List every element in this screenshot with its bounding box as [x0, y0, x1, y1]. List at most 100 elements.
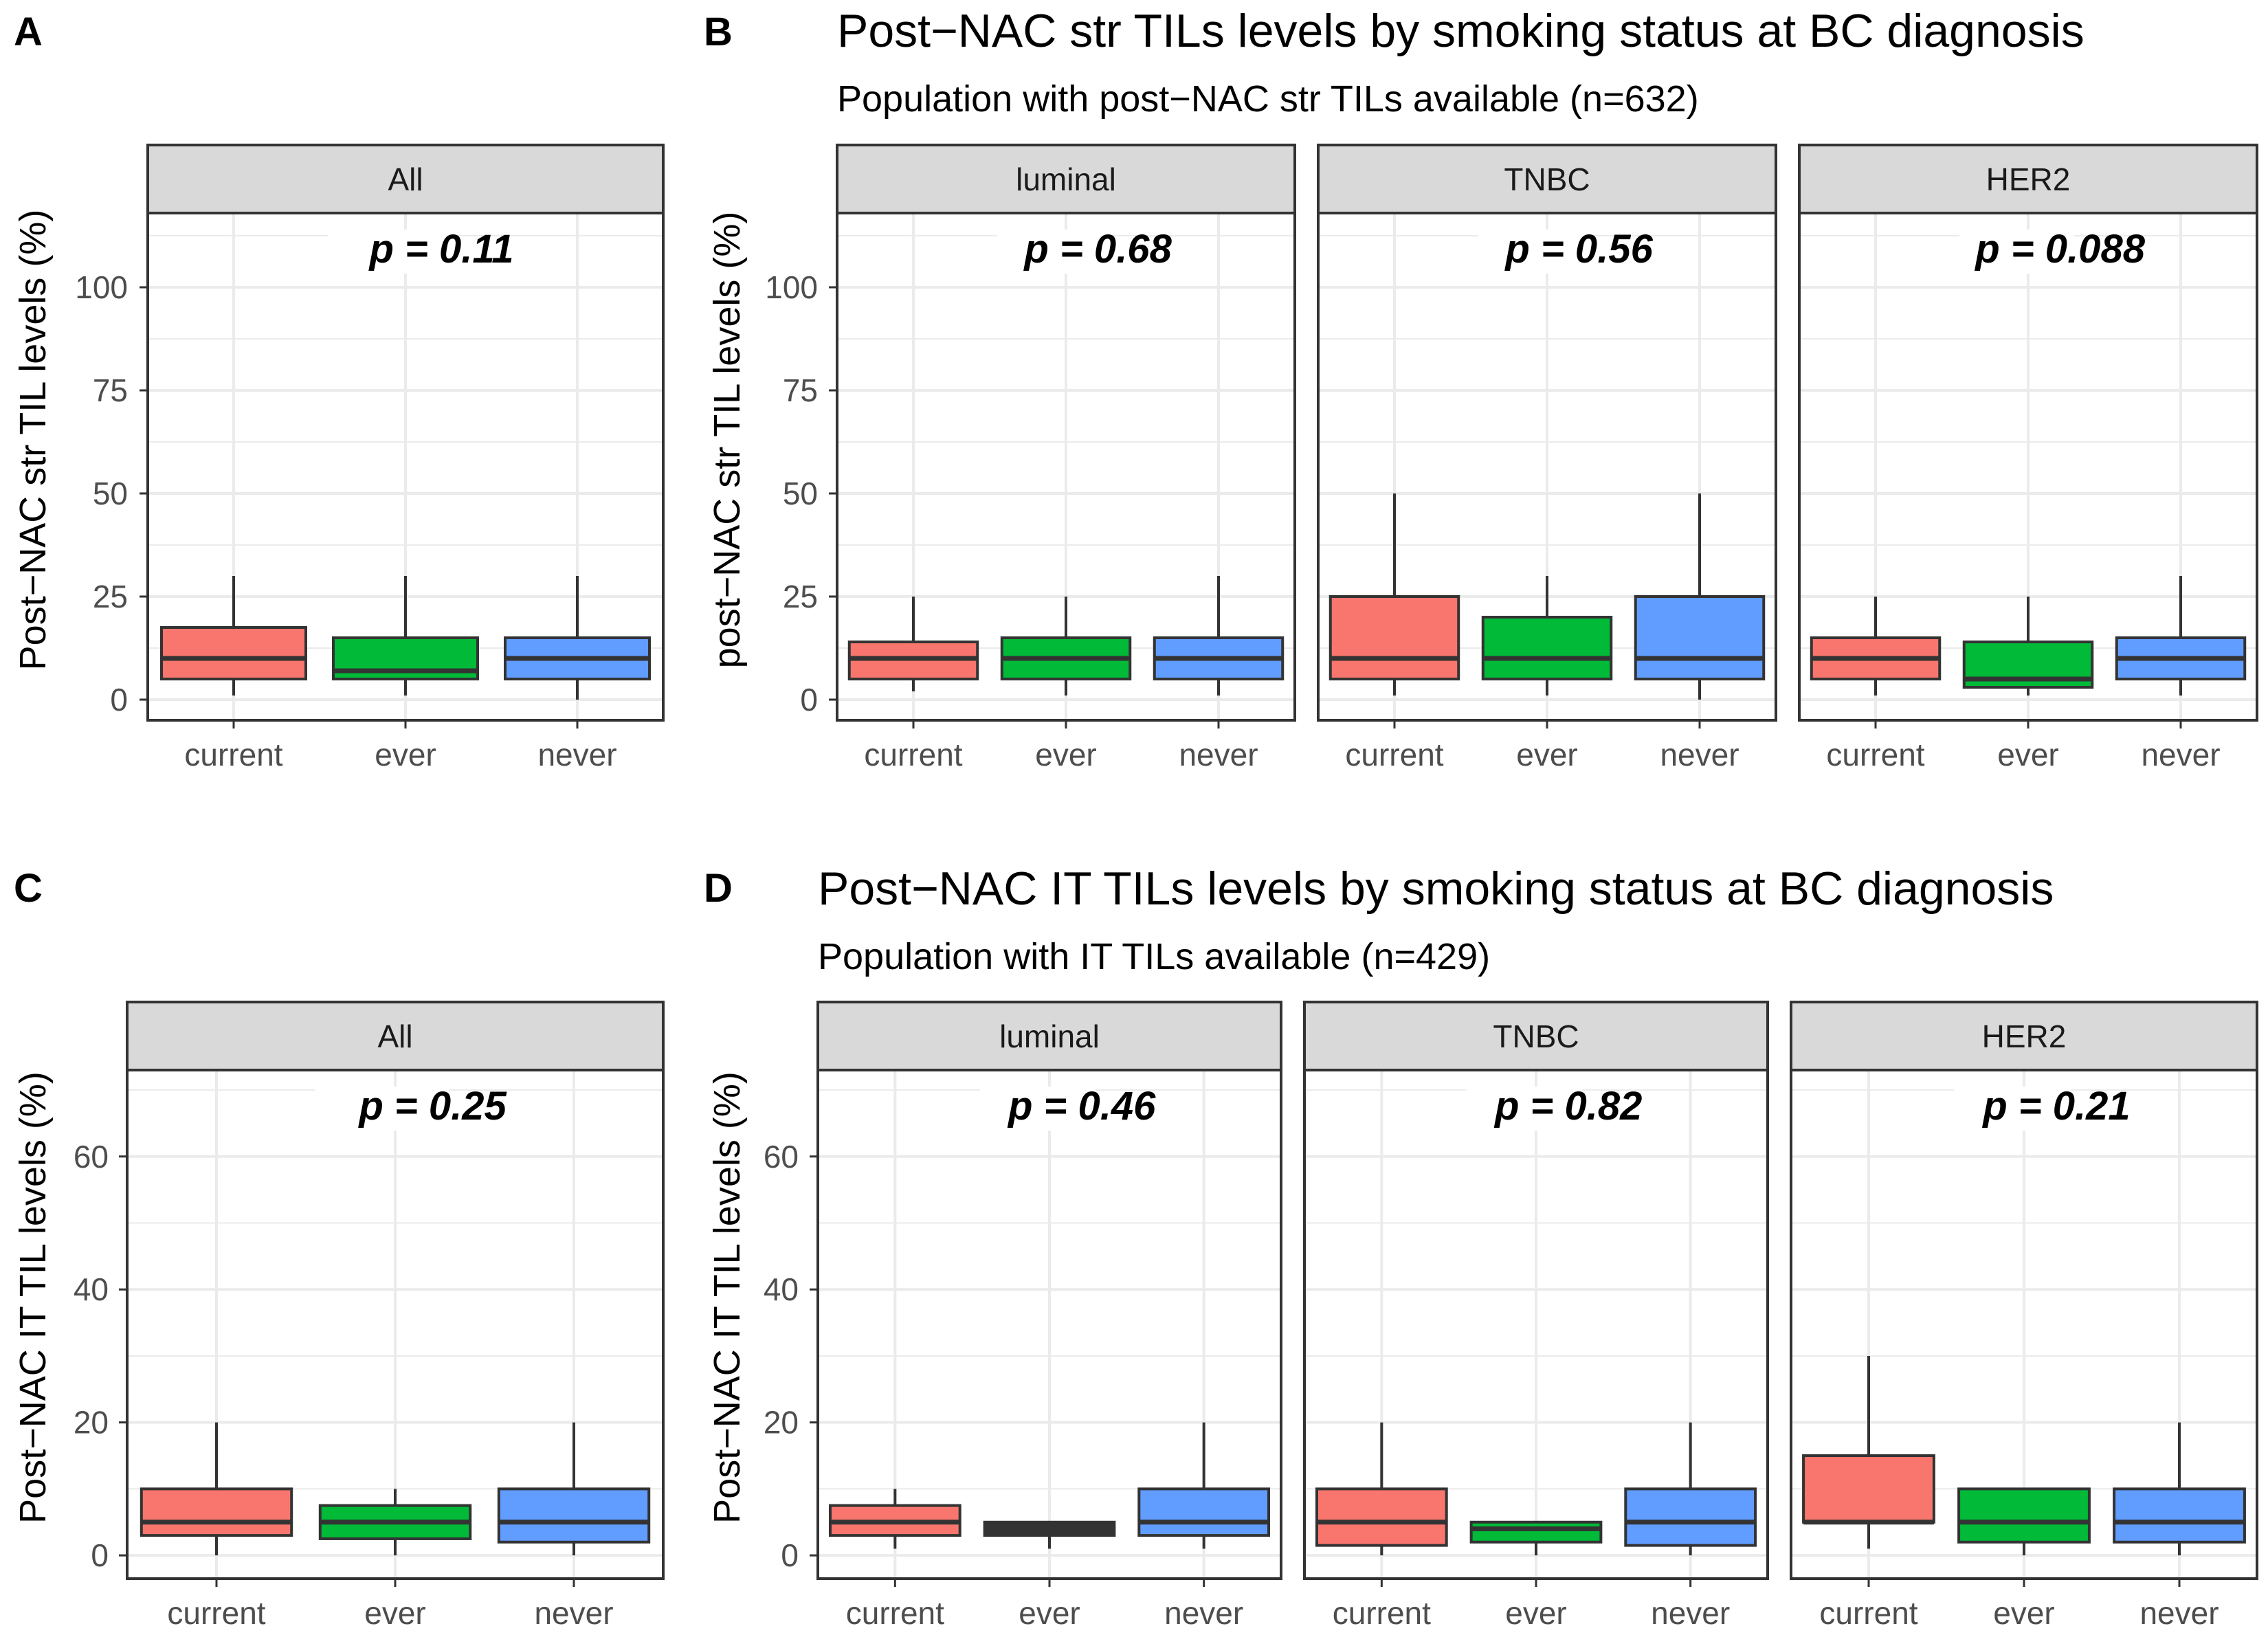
- p-value-label: p = 0.46: [1007, 1084, 1156, 1128]
- facet-all: All p = 0.11 current ever never: [146, 144, 665, 772]
- facet-strip-label: luminal: [1016, 162, 1116, 197]
- y-tick-label: 60: [74, 1139, 109, 1175]
- p-value-label: p = 0.088: [1974, 227, 2145, 271]
- panel-a-chart: Post−NAC str TIL levels (%) 0 25 50 75 100 All…: [12, 144, 665, 772]
- x-tick-label: never: [1179, 737, 1258, 772]
- p-value-backdrop: [1478, 230, 1593, 274]
- facet-strip-label: TNBC: [1504, 162, 1590, 197]
- y-tick-label: 100: [75, 269, 128, 305]
- facet-strip-label: All: [388, 162, 423, 197]
- p-value-backdrop: [1954, 1087, 2071, 1131]
- facet-her2: HER2 p = 0.21 current ever never: [1790, 1001, 2258, 1631]
- top-title: Post−NAC str TILs levels by smoking stat…: [837, 5, 2084, 57]
- facet-her2: HER2 p = 0.088 current ever never: [1798, 144, 2258, 772]
- y-tick-label: 25: [93, 579, 128, 614]
- x-tick-label: ever: [1505, 1595, 1566, 1631]
- p-value-label: p = 0.56: [1504, 227, 1653, 271]
- box-ever: [1957, 1487, 2091, 1544]
- x-tick-label: ever: [375, 737, 436, 772]
- panel-b-chart: post−NAC str TIL levels (%) 0 25 50 75 100 lum…: [707, 144, 2258, 772]
- y-tick-label: 25: [783, 579, 818, 614]
- y-tick-label: 40: [764, 1271, 799, 1307]
- box-current: [1802, 1454, 1935, 1524]
- x-tick-label: ever: [1516, 737, 1577, 772]
- x-tick-label: never: [2141, 737, 2220, 772]
- facet-strip-label: TNBC: [1493, 1019, 1579, 1054]
- facet-strip: [1790, 1001, 2258, 1071]
- y-tick-label: 50: [783, 476, 818, 511]
- p-value-label: p = 0.11: [368, 227, 513, 271]
- p-value-label: p = 0.21: [1981, 1084, 2130, 1128]
- box-ever: [1469, 1520, 1603, 1544]
- panel-letter-a: A: [14, 10, 43, 54]
- y-tick-label: 40: [74, 1271, 109, 1307]
- x-tick-label: never: [534, 1595, 613, 1631]
- facet-strip: [146, 144, 665, 214]
- facet-strip-label: luminal: [999, 1019, 1100, 1054]
- y-tick-label: 0: [91, 1537, 109, 1573]
- panel-c-chart: Post−NAC IT TIL levels (%) 0 20 40 60 All p = …: [12, 1001, 665, 1631]
- p-value-backdrop: [315, 1087, 449, 1131]
- box-current: [160, 626, 307, 680]
- p-value-backdrop: [997, 230, 1112, 274]
- panel-letter-b: B: [704, 10, 733, 54]
- y-axis-label: Post−NAC IT TIL levels (%): [12, 1071, 54, 1524]
- y-tick-label: 50: [93, 476, 128, 511]
- box-never: [1137, 1487, 1271, 1537]
- facet-strip-label: HER2: [1986, 162, 2071, 197]
- panel-letter-d: D: [704, 866, 733, 911]
- y-tick-label: 0: [800, 682, 818, 718]
- p-value-backdrop: [979, 1087, 1096, 1131]
- x-tick-label: current: [167, 1595, 265, 1631]
- x-tick-label: never: [537, 737, 616, 772]
- x-tick-label: ever: [1019, 1595, 1080, 1631]
- facet-strip: [1317, 144, 1777, 214]
- top-subtitle: Population with post−NAC str TILs availa…: [837, 78, 1699, 120]
- panel-d-chart: Post−NAC IT TIL levels (%) 0 20 40 60 luminal…: [707, 1001, 2258, 1631]
- p-value-backdrop: [328, 230, 457, 274]
- y-tick-label: 20: [764, 1405, 799, 1441]
- box-ever: [1481, 616, 1613, 680]
- x-tick-label: ever: [1997, 737, 2058, 772]
- facet-strip-label: HER2: [1982, 1019, 2067, 1054]
- box-never: [2113, 1487, 2246, 1544]
- box-current: [140, 1487, 293, 1537]
- x-tick-label: current: [1826, 737, 1924, 772]
- y-tick-label: 75: [783, 372, 818, 408]
- facet-strip: [816, 1001, 1282, 1071]
- facet-luminal: luminal p = 0.68 current ever never: [836, 144, 1296, 772]
- box-never: [1634, 595, 1766, 680]
- x-tick-label: never: [1651, 1595, 1730, 1631]
- facet-luminal: luminal p = 0.46 current ever never: [816, 1001, 1282, 1631]
- box-never: [1624, 1487, 1757, 1547]
- x-tick-label: current: [1345, 737, 1443, 772]
- p-value-label: p = 0.82: [1493, 1084, 1642, 1128]
- x-tick-label: current: [1819, 1595, 1917, 1631]
- y-tick-label: 20: [74, 1405, 109, 1441]
- box-current: [1328, 595, 1460, 680]
- y-axis-label: Post−NAC IT TIL levels (%): [707, 1071, 748, 1524]
- x-tick-label: current: [846, 1595, 944, 1631]
- facet-tnbc: TNBC p = 0.82 current ever never: [1303, 1001, 1769, 1631]
- facet-strip-label: All: [377, 1019, 412, 1054]
- x-tick-label: ever: [1993, 1595, 2054, 1631]
- x-tick-label: current: [1333, 1595, 1431, 1631]
- p-value-label: p = 0.25: [357, 1084, 507, 1128]
- box-current: [1315, 1487, 1448, 1547]
- y-axis-label: Post−NAC str TIL levels (%): [12, 210, 54, 671]
- facet-strip: [836, 144, 1296, 214]
- box-never: [497, 1487, 651, 1544]
- y-tick-label: 0: [781, 1537, 799, 1573]
- facet-all: All p = 0.25 current ever never: [126, 1001, 665, 1631]
- facet-strip: [1303, 1001, 1769, 1071]
- y-tick-label: 75: [93, 372, 128, 408]
- y-tick-label: 60: [764, 1139, 799, 1175]
- bottom-title: Post−NAC IT TILs levels by smoking statu…: [818, 863, 2054, 915]
- panel-letter-c: C: [14, 866, 43, 911]
- p-value-backdrop: [1466, 1087, 1583, 1131]
- x-tick-label: current: [184, 737, 282, 772]
- x-tick-label: current: [864, 737, 962, 772]
- p-value-label: p = 0.68: [1023, 227, 1172, 271]
- y-tick-label: 0: [110, 682, 128, 718]
